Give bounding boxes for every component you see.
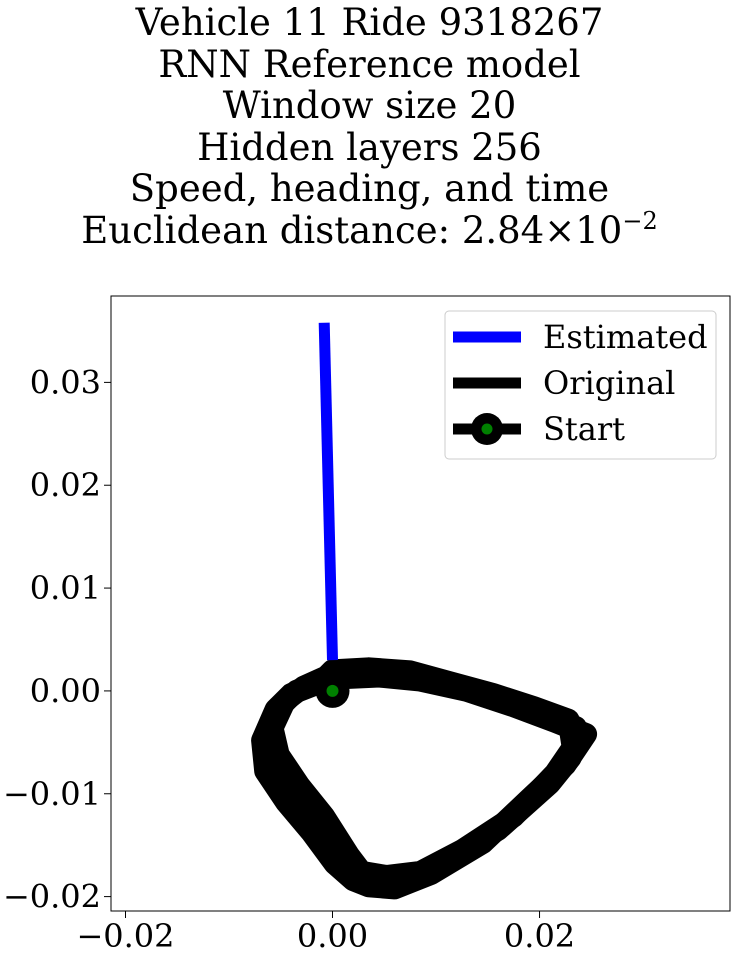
y-tick-label: 0.00 [30,672,101,710]
y-tick-label: 0.02 [30,466,101,504]
legend: Estimated Original Start [444,310,717,460]
x-tick-label: −0.02 [76,917,174,955]
legend-label-estimated: Estimated [543,318,708,356]
title-line-4: Hidden layers 256 [197,125,542,169]
distance-exponent: −2 [622,206,658,235]
legend-label-start: Start [543,410,625,448]
title-line-2: RNN Reference model [158,42,581,86]
y-tick-label: −0.02 [3,878,101,916]
y-axis: −0.02 −0.01 0.00 0.01 0.02 0.03 [3,363,111,916]
legend-label-original: Original [543,364,675,402]
x-axis: −0.02 0.00 0.02 [76,911,575,955]
y-tick-label: −0.01 [3,775,101,813]
legend-box [444,310,717,460]
x-tick-label: 0.00 [297,917,368,955]
estimated-line [318,322,338,661]
legend-start-marker-center [481,423,493,435]
axes-frame [110,295,731,912]
title-line-5: Speed, heading, and time [129,167,610,211]
title-line-1: Vehicle 11 Ride 9318267 [135,1,604,44]
plot-area [251,322,598,900]
x-tick-label: 0.02 [504,917,575,955]
title-line-6: Euclidean distance: 2.84×10−2 [0,206,739,252]
chart-title: Vehicle 11 Ride 9318267 RNN Reference mo… [0,2,739,252]
y-tick-label: 0.01 [30,569,101,607]
distance-base: 10 [575,208,623,252]
distance-times: × [544,208,576,252]
y-tick-label: 0.03 [30,363,101,401]
original-line-2 [261,657,584,887]
distance-label: Euclidean distance: 2.84 [81,208,545,252]
title-line-3: Window size 20 [222,84,517,128]
start-marker-center [326,684,339,697]
